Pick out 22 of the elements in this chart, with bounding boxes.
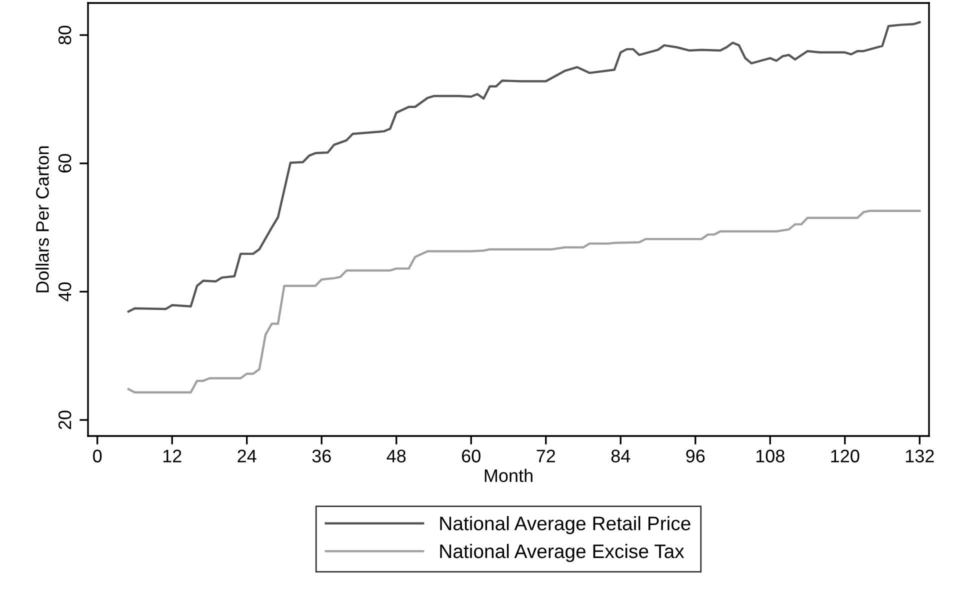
- y-tick-label: 60: [58, 154, 72, 172]
- line-series: [127, 21, 921, 313]
- legend-label: National Average Excise Tax: [440, 544, 684, 562]
- x-tick-label: 108: [756, 450, 784, 462]
- x-tick-label: 96: [686, 450, 705, 462]
- legend-label: National Average Retail Price: [440, 516, 690, 534]
- x-tick-label: 72: [536, 450, 556, 462]
- x-tick-label: 48: [386, 450, 406, 462]
- x-tick-label: 60: [462, 450, 480, 462]
- y-axis-title: Dollars Per Carton: [36, 146, 49, 292]
- x-tick-label: 36: [312, 450, 331, 462]
- y-tick-label: 40: [58, 282, 72, 302]
- x-tick-label: 120: [831, 450, 860, 462]
- y-tick-label: 80: [58, 26, 72, 44]
- line-series: [127, 210, 921, 394]
- x-tick-label: 0: [93, 450, 102, 462]
- x-tick-label: 12: [163, 450, 182, 462]
- x-axis-title: Month: [484, 468, 532, 482]
- x-tick-label: 132: [906, 450, 934, 462]
- x-tick-label: 24: [238, 450, 256, 462]
- x-tick-label: 84: [611, 450, 630, 462]
- y-tick-label: 20: [58, 410, 72, 430]
